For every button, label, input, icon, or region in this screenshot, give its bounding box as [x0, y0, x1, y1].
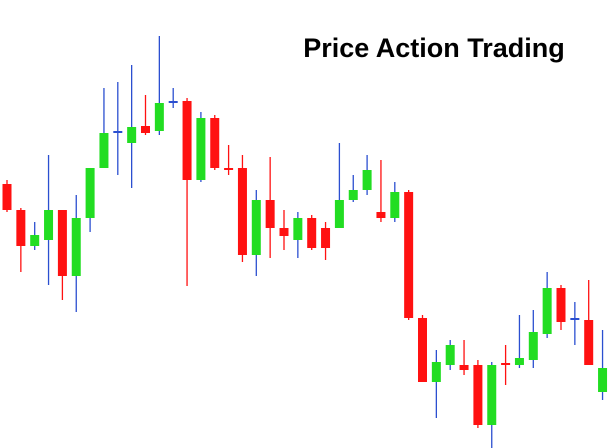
candle-body	[141, 126, 150, 133]
candle-body	[556, 288, 566, 322]
candle-body	[85, 168, 95, 218]
candle-body	[487, 365, 497, 425]
candle-body	[501, 363, 511, 365]
candle-body	[514, 358, 524, 365]
candle-body	[224, 168, 234, 170]
candle-body	[528, 332, 538, 360]
candle-body	[390, 192, 400, 218]
candle-body	[445, 345, 455, 365]
candle-body	[348, 190, 358, 200]
candle-body	[113, 131, 123, 133]
candle-body	[210, 118, 220, 168]
chart-title: Price Action Trading	[303, 33, 565, 63]
candle-body	[99, 133, 109, 168]
candle-body	[237, 168, 247, 255]
candle-body	[334, 200, 344, 228]
candle-body	[362, 170, 372, 190]
candle-body	[418, 318, 427, 382]
candle-body	[57, 210, 67, 276]
candle-body	[251, 200, 261, 255]
candle-body	[16, 210, 26, 246]
candle-body	[473, 365, 483, 425]
candle-body	[71, 218, 81, 276]
candle-body	[279, 228, 289, 236]
candle-body	[570, 318, 580, 320]
candle-body	[154, 103, 164, 131]
candle-body	[598, 368, 608, 392]
candle-body	[30, 235, 40, 246]
candle-body	[404, 192, 414, 318]
candle-body	[431, 362, 441, 382]
candle-body	[265, 200, 275, 228]
candle-body	[2, 184, 12, 210]
candle-body	[459, 365, 469, 370]
candle-body	[307, 218, 317, 248]
candle-body	[127, 127, 137, 143]
candle-body	[44, 210, 54, 240]
candle-body	[542, 288, 552, 334]
candle-body	[196, 118, 206, 180]
candle-body	[182, 101, 192, 180]
candle-body	[321, 228, 331, 248]
candle-body	[376, 212, 386, 218]
candle-body	[293, 218, 303, 240]
candle-body	[584, 320, 594, 365]
candle-body	[168, 101, 178, 103]
